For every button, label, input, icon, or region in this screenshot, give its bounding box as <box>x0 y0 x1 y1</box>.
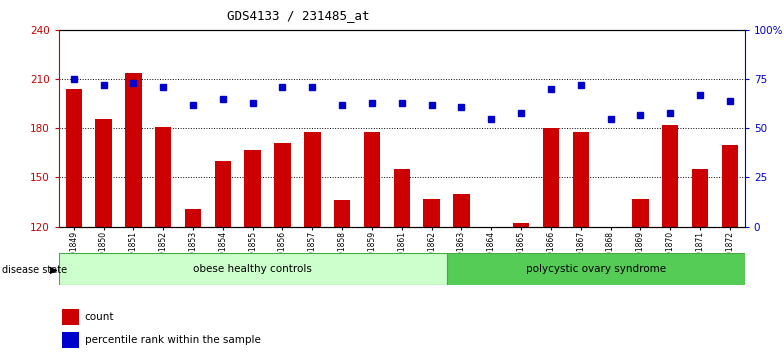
Bar <box>125 73 142 227</box>
Bar <box>66 89 82 227</box>
Bar <box>185 209 201 227</box>
Bar <box>423 199 440 227</box>
Bar <box>453 194 470 227</box>
Bar <box>632 199 648 227</box>
Text: ▶: ▶ <box>50 265 58 275</box>
Bar <box>513 223 529 227</box>
Bar <box>572 132 589 227</box>
Bar <box>447 253 745 285</box>
Bar <box>62 332 79 348</box>
Bar <box>96 119 112 227</box>
Bar <box>691 169 708 227</box>
Text: percentile rank within the sample: percentile rank within the sample <box>85 335 261 346</box>
Text: count: count <box>85 312 114 322</box>
Bar <box>483 227 499 230</box>
Bar <box>215 161 231 227</box>
Bar <box>364 132 380 227</box>
Text: GDS4133 / 231485_at: GDS4133 / 231485_at <box>227 9 369 22</box>
Bar <box>304 132 321 227</box>
Bar <box>155 127 172 227</box>
Text: obese healthy controls: obese healthy controls <box>193 264 312 274</box>
Bar <box>62 309 79 325</box>
Bar <box>662 125 678 227</box>
Text: disease state: disease state <box>2 265 67 275</box>
Bar <box>334 200 350 227</box>
Bar <box>245 150 261 227</box>
Bar <box>274 143 291 227</box>
Bar <box>394 169 410 227</box>
Text: polycystic ovary syndrome: polycystic ovary syndrome <box>525 264 666 274</box>
Bar <box>722 145 738 227</box>
Bar <box>59 253 447 285</box>
Bar <box>543 129 559 227</box>
